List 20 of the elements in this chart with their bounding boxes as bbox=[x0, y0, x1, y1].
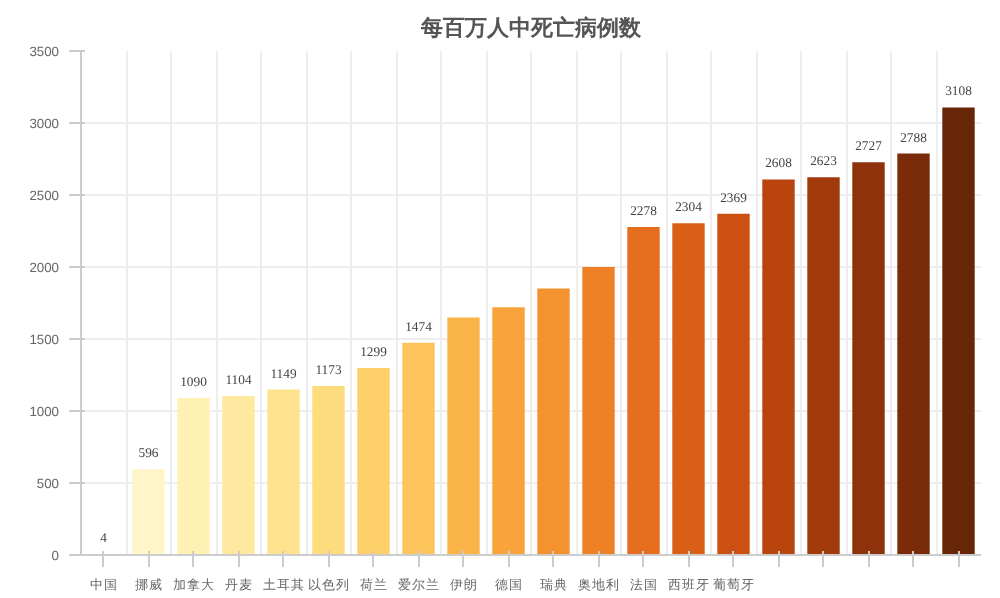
bar bbox=[132, 469, 165, 555]
bar bbox=[852, 162, 885, 555]
bar bbox=[942, 107, 975, 555]
bar bbox=[807, 177, 840, 555]
bar bbox=[357, 367, 390, 555]
bar bbox=[312, 386, 345, 555]
bar bbox=[402, 342, 435, 555]
bar bbox=[222, 396, 255, 555]
chart-title: 每百万人中死亡病例数 bbox=[419, 15, 643, 41]
bar bbox=[177, 398, 210, 555]
bar bbox=[537, 288, 570, 555]
bar bbox=[267, 389, 300, 555]
bar bbox=[717, 213, 750, 555]
bar bbox=[627, 226, 660, 555]
bar bbox=[672, 223, 705, 555]
bar bbox=[897, 153, 930, 555]
bar bbox=[762, 179, 795, 555]
bar bbox=[582, 267, 615, 555]
bar bbox=[447, 317, 480, 555]
bar bbox=[492, 307, 525, 555]
